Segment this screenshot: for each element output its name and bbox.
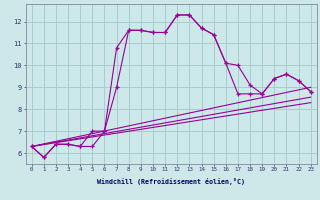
- X-axis label: Windchill (Refroidissement éolien,°C): Windchill (Refroidissement éolien,°C): [97, 178, 245, 185]
